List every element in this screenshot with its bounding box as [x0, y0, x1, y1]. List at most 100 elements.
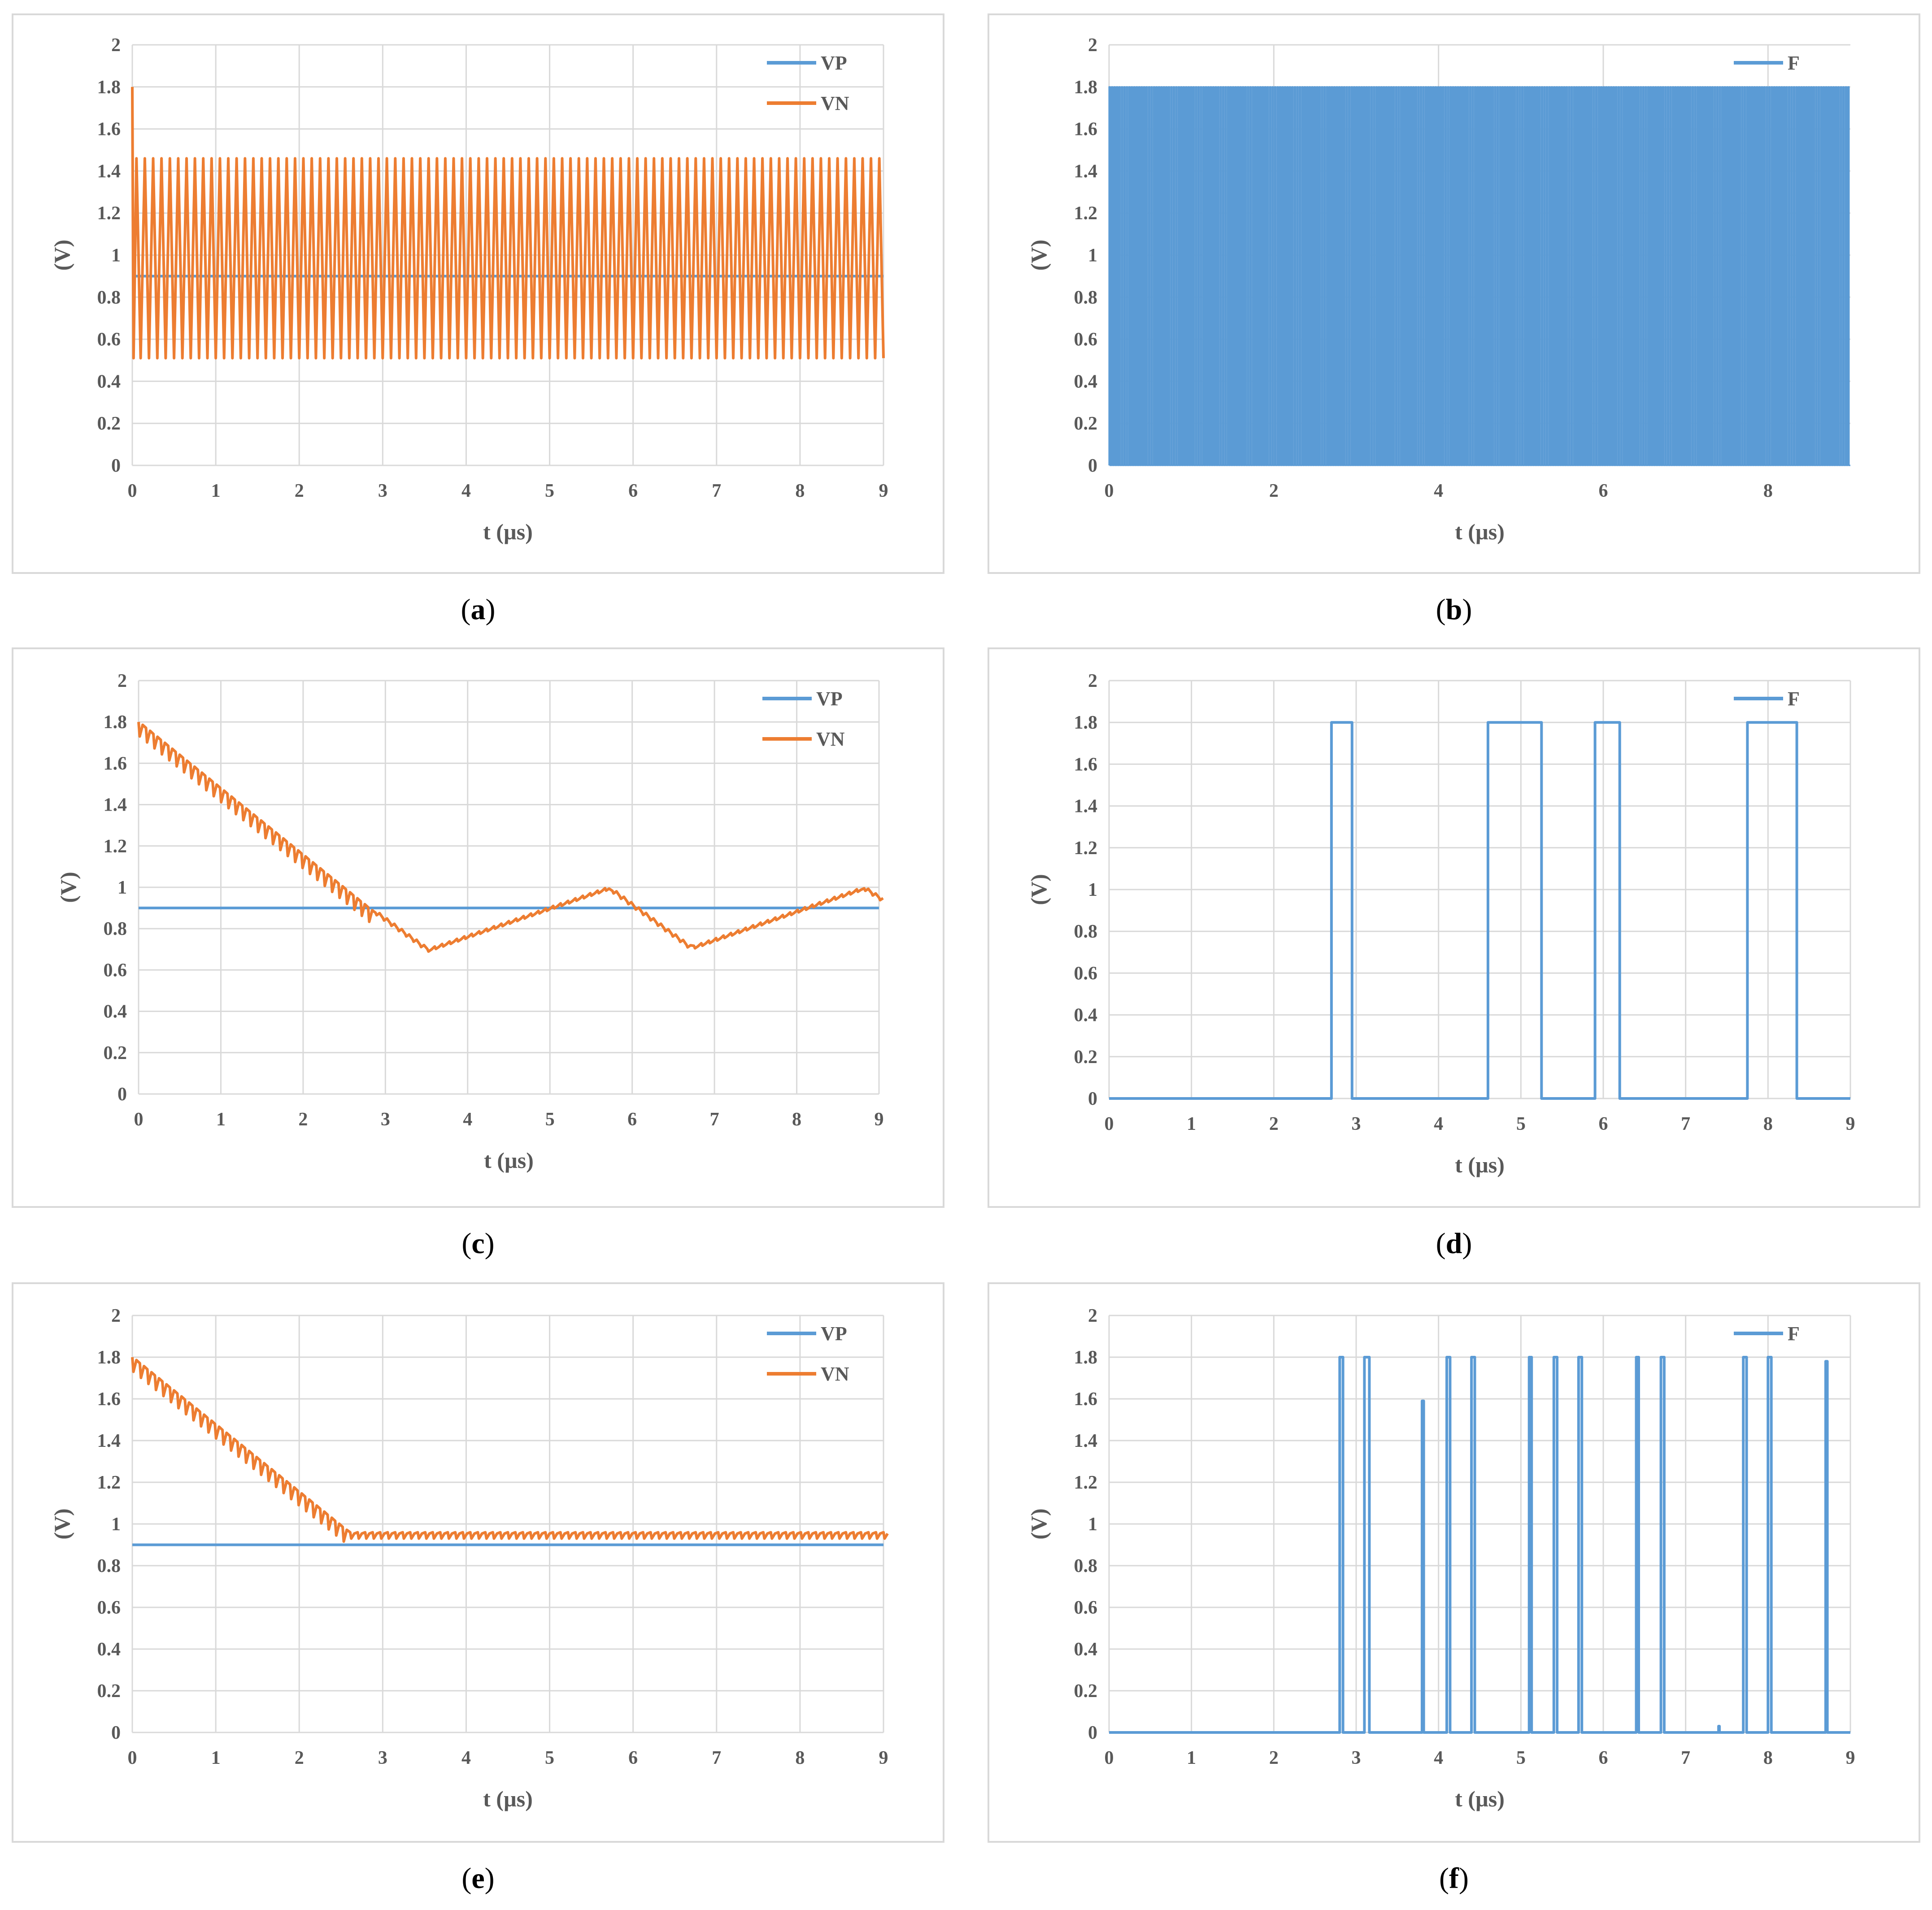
- y-tick-label: 0.2: [1074, 1047, 1098, 1068]
- x-tick-label: 5: [545, 481, 554, 501]
- x-tick-label: 9: [879, 481, 888, 501]
- y-tick-label: 1.4: [97, 161, 121, 182]
- x-tick-label: 6: [628, 481, 638, 501]
- y-tick-label: 0.8: [1074, 921, 1098, 942]
- y-tick-label: 2: [111, 35, 121, 56]
- y-tick-label: 2: [117, 671, 127, 691]
- y-tick-label: 1.2: [104, 836, 127, 857]
- x-axis-title: t (µs): [484, 1148, 534, 1173]
- x-tick-label: 7: [1681, 1748, 1690, 1768]
- y-tick-label: 2: [1088, 35, 1097, 56]
- y-tick-label: 0.4: [104, 1002, 127, 1022]
- caption-label-f: f: [1449, 1862, 1459, 1895]
- chart-panel-e: 0 0.2 0.4 0.6 0.8 1 1.2 1.4 1.6 1.8 2 0 1 2 3 4 5 6 7 8 9 t (…: [12, 1282, 944, 1843]
- x-tick-label: 1: [216, 1109, 226, 1130]
- x-tick-label: 8: [795, 1748, 805, 1768]
- x-tick-label: 5: [545, 1748, 554, 1768]
- x-tick-label: 4: [1434, 481, 1443, 501]
- x-tick-label: 2: [295, 481, 304, 501]
- caption-label-a: a: [470, 593, 486, 626]
- y-tick-label: 0: [111, 1723, 121, 1743]
- x-tick-label: 0: [1105, 1748, 1114, 1768]
- series-vn-line: [131, 87, 885, 360]
- x-tick-label: 0: [134, 1109, 144, 1130]
- x-tick-label: 6: [1599, 1748, 1608, 1768]
- x-tick-label: 0: [1105, 1114, 1114, 1134]
- x-tick-label: 3: [378, 481, 387, 501]
- x-tick-label: 9: [1846, 1748, 1855, 1768]
- y-axis-title: (V): [1026, 1508, 1051, 1539]
- chart-panel-d: 0 0.2 0.4 0.6 0.8 1 1.2 1.4 1.6 1.8 2 0 1 2 3 4 5 6 7 8 9 t (…: [988, 647, 1920, 1208]
- legend-label-vp: VP: [821, 1323, 847, 1345]
- x-tick-label: 7: [712, 481, 721, 501]
- y-tick-label: 0.6: [1074, 1597, 1098, 1618]
- chart-svg-a: 0 0.2 0.4 0.6 0.8 1 1.2 1.4 1.6 1.8 2 0 1 2 3 4 5 6 7 8 9 t (…: [49, 35, 888, 544]
- x-tick-label: 9: [879, 1748, 888, 1768]
- y-tick-label: 0: [1088, 1089, 1097, 1109]
- y-tick-label: 2: [1088, 671, 1097, 691]
- chart-panel-a: 0 0.2 0.4 0.6 0.8 1 1.2 1.4 1.6 1.8 2 0 1 2 3 4 5 6 7 8 9 t (…: [12, 13, 944, 574]
- x-tick-label: 8: [795, 481, 805, 501]
- caption-b: (b): [1436, 593, 1472, 626]
- x-tick-label: 0: [1105, 481, 1114, 501]
- x-tick-label: 6: [627, 1109, 637, 1130]
- y-axis-title: (V): [56, 872, 81, 903]
- y-tick-label: 1.4: [104, 795, 127, 816]
- x-tick-label: 1: [1187, 1748, 1196, 1768]
- x-tick-label: 4: [463, 1109, 472, 1130]
- y-tick-label: 0.2: [1074, 1681, 1098, 1702]
- legend-label-vn: VN: [816, 728, 845, 750]
- legend-label-f: F: [1788, 1323, 1800, 1345]
- y-tick-label: 1.2: [1074, 838, 1098, 859]
- y-axis-title: (V): [1026, 874, 1051, 905]
- y-tick-label: 1.6: [1074, 1389, 1098, 1410]
- x-tick-label: 2: [1269, 1748, 1279, 1768]
- x-tick-label: 3: [378, 1748, 387, 1768]
- x-tick-label: 4: [1434, 1114, 1443, 1134]
- x-tick-label: 1: [211, 1748, 221, 1768]
- x-tick-label: 6: [628, 1748, 638, 1768]
- caption-label-e: e: [471, 1862, 485, 1895]
- y-tick-label: 1: [111, 245, 121, 266]
- y-tick-label: 0.8: [97, 287, 121, 308]
- chart-svg-c: 0 0.2 0.4 0.6 0.8 1 1.2 1.4 1.6 1.8 2 0 1 2 3 4 5 6 7 8 9 t (…: [56, 671, 884, 1173]
- y-tick-label: 1.6: [97, 119, 121, 140]
- y-tick-label: 1.8: [104, 712, 127, 733]
- y-tick-label: 1.4: [97, 1431, 121, 1451]
- caption-f: (f): [1439, 1862, 1469, 1895]
- x-axis-title: t (µs): [483, 1786, 533, 1811]
- y-tick-label: 1.6: [97, 1389, 121, 1410]
- y-tick-label: 0.2: [97, 1681, 121, 1702]
- x-tick-label: 0: [128, 1748, 137, 1768]
- x-tick-label: 6: [1599, 481, 1608, 501]
- y-tick-label: 1: [111, 1514, 121, 1535]
- chart-panel-f: 0 0.2 0.4 0.6 0.8 1 1.2 1.4 1.6 1.8 2 0 1 2 3 4 5 6 7 8 9 t (…: [988, 1282, 1920, 1843]
- y-tick-label: 1.4: [1074, 796, 1098, 817]
- x-tick-label: 2: [1269, 1114, 1279, 1134]
- y-tick-label: 1: [117, 877, 127, 898]
- x-tick-label: 8: [1763, 481, 1773, 501]
- caption-label-c: c: [471, 1227, 485, 1260]
- y-tick-label: 1.2: [1074, 1472, 1098, 1493]
- x-tick-label: 8: [1763, 1114, 1773, 1134]
- legend-label-f: F: [1788, 688, 1800, 710]
- y-tick-label: 2: [111, 1306, 121, 1326]
- y-tick-label: 1.4: [1074, 161, 1098, 182]
- x-tick-label: 5: [1516, 1114, 1526, 1134]
- x-tick-label: 0: [128, 481, 137, 501]
- y-tick-label: 0.8: [1074, 1556, 1098, 1576]
- y-tick-label: 0.2: [97, 413, 121, 434]
- x-tick-label: 5: [1516, 1748, 1526, 1768]
- x-tick-label: 9: [1846, 1114, 1855, 1134]
- x-tick-label: 8: [1763, 1748, 1773, 1768]
- x-tick-label: 3: [381, 1109, 390, 1130]
- x-tick-label: 3: [1352, 1114, 1361, 1134]
- y-tick-label: 1: [1088, 245, 1097, 266]
- y-tick-label: 0.6: [97, 330, 121, 350]
- legend-label-f: F: [1788, 52, 1800, 74]
- chart-panel-c: 0 0.2 0.4 0.6 0.8 1 1.2 1.4 1.6 1.8 2 0 1 2 3 4 5 6 7 8 9 t (…: [12, 647, 944, 1208]
- x-tick-label: 8: [792, 1109, 801, 1130]
- y-tick-label: 0.4: [97, 1639, 121, 1660]
- y-tick-label: 1.2: [1074, 203, 1098, 224]
- y-tick-label: 0.6: [1074, 963, 1098, 984]
